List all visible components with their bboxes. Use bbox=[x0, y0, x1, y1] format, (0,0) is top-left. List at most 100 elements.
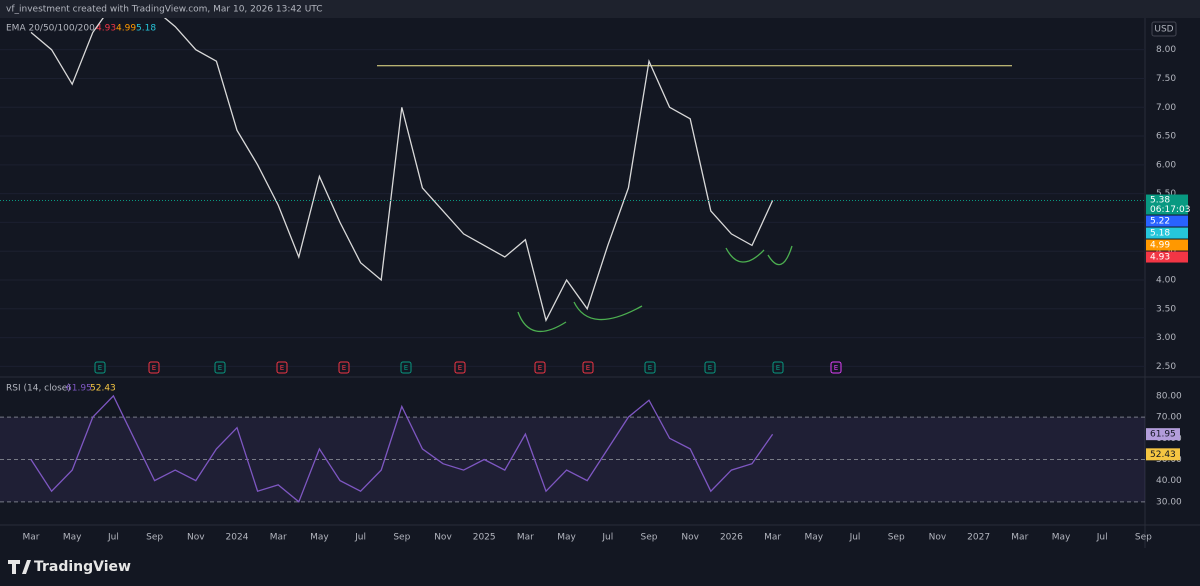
earnings-label: E bbox=[834, 364, 838, 372]
earnings-marker bbox=[830, 361, 842, 374]
pattern-arc bbox=[767, 245, 793, 266]
pattern-arc bbox=[725, 247, 765, 263]
price-tick-label: 4.00 bbox=[1156, 275, 1176, 285]
earnings-marker bbox=[400, 361, 412, 374]
footer-bar bbox=[0, 548, 1200, 586]
time-tick-label: Nov bbox=[929, 533, 947, 543]
price-series bbox=[30, 18, 774, 323]
price-tick-label: 7.00 bbox=[1156, 103, 1176, 113]
time-tick-label: May bbox=[557, 533, 576, 543]
price-tag bbox=[1146, 215, 1188, 227]
rsi-tag bbox=[1146, 428, 1180, 441]
earnings-label: E bbox=[404, 364, 408, 372]
price-line bbox=[30, 18, 774, 323]
earnings-label: E bbox=[648, 364, 652, 372]
earnings-marker bbox=[338, 361, 350, 374]
rsi-line bbox=[30, 394, 774, 503]
logo bbox=[8, 560, 31, 574]
time-tick-label: Nov bbox=[187, 533, 205, 543]
earnings-marker bbox=[704, 361, 716, 374]
rsi-tag-label: 52.43 bbox=[1150, 450, 1176, 460]
earnings-marker bbox=[772, 361, 784, 374]
rsi-legend-value: 52.43 bbox=[90, 384, 116, 394]
ema-legend-name: EMA 20/50/100/200 bbox=[6, 24, 95, 34]
earnings-label: E bbox=[586, 364, 590, 372]
price-tag-label: 5.18 bbox=[1150, 229, 1170, 239]
earnings-marker bbox=[148, 361, 160, 374]
ema-legend-value: 4.99 bbox=[116, 24, 136, 34]
time-tick-label: 2026 bbox=[720, 533, 743, 543]
rsi-tick-label: 80.00 bbox=[1156, 391, 1182, 401]
time-tick-label: Jul bbox=[849, 533, 861, 543]
earnings-label: E bbox=[458, 364, 462, 372]
time-tick-label: Mar bbox=[23, 533, 40, 543]
time-tick-label: Sep bbox=[1135, 533, 1152, 543]
time-tick-label: Nov bbox=[681, 533, 699, 543]
rsi-tick-label: 40.00 bbox=[1156, 476, 1182, 486]
price-tag-label: 5.22 bbox=[1150, 217, 1170, 227]
earnings-label: E bbox=[152, 364, 156, 372]
price-tick-label: 3.50 bbox=[1156, 304, 1176, 314]
earnings-label: E bbox=[280, 364, 284, 372]
price-tag bbox=[1146, 239, 1188, 251]
price-tick-label: 6.50 bbox=[1156, 132, 1176, 142]
price-tick-label: 3.00 bbox=[1156, 333, 1176, 343]
price-tag-label: 5.38 bbox=[1150, 196, 1170, 206]
brand: TradingView bbox=[34, 559, 131, 575]
pattern-arc bbox=[573, 301, 643, 321]
earnings-marker bbox=[644, 361, 656, 374]
ema-legend-value: 4.93 bbox=[96, 24, 116, 34]
time-tick-label: Nov bbox=[434, 533, 452, 543]
earnings-marker bbox=[276, 361, 288, 374]
earnings-marker bbox=[534, 361, 546, 374]
rsi-tick-label: 70.00 bbox=[1156, 413, 1182, 423]
price-tick-label: 7.50 bbox=[1156, 74, 1176, 84]
earnings-label: E bbox=[342, 364, 346, 372]
earnings-label: E bbox=[98, 364, 102, 372]
header-bar bbox=[0, 0, 1200, 18]
time-tick-label: Mar bbox=[764, 533, 781, 543]
rsi-tag bbox=[1146, 448, 1180, 461]
rsi-tick-label: 30.00 bbox=[1156, 497, 1182, 507]
time-tick-label: May bbox=[63, 533, 82, 543]
time-tick-label: Jul bbox=[1096, 533, 1108, 543]
time-tick-label: May bbox=[1052, 533, 1071, 543]
header-text: vf_investment created with TradingView.c… bbox=[6, 5, 323, 15]
time-tick-label: Jul bbox=[354, 533, 366, 543]
price-tag-label: 4.99 bbox=[1150, 241, 1170, 251]
time-tick-label: Jul bbox=[601, 533, 613, 543]
earnings-marker bbox=[94, 361, 106, 374]
ema-legend-value: 5.18 bbox=[136, 24, 156, 34]
price-tag bbox=[1146, 251, 1188, 263]
earnings-label: E bbox=[538, 364, 542, 372]
price-tick-label: 6.00 bbox=[1156, 160, 1176, 170]
time-tick-label: Sep bbox=[393, 533, 410, 543]
price-tick-label: 2.50 bbox=[1156, 362, 1176, 372]
time-tick-label: Sep bbox=[146, 533, 163, 543]
rsi-tag-label: 61.95 bbox=[1150, 430, 1176, 440]
rsi-legend-name: RSI (14, close) bbox=[6, 384, 71, 394]
price-tag-label: 4.93 bbox=[1150, 253, 1170, 263]
time-tick-label: May bbox=[310, 533, 329, 543]
earnings-label: E bbox=[708, 364, 712, 372]
price-tag-time: 06:17:03 bbox=[1150, 205, 1190, 215]
price-tick-label: 8.00 bbox=[1156, 45, 1176, 55]
time-tick-label: Sep bbox=[641, 533, 658, 543]
currency: USD bbox=[1154, 25, 1173, 35]
time-tick-label: 2027 bbox=[967, 533, 990, 543]
earnings-label: E bbox=[218, 364, 222, 372]
pattern-arc bbox=[517, 311, 567, 333]
earnings-marker bbox=[454, 361, 466, 374]
time-tick-label: Jul bbox=[107, 533, 119, 543]
time-tick-label: Mar bbox=[1011, 533, 1028, 543]
time-tick-label: Mar bbox=[270, 533, 287, 543]
time-tick-label: Sep bbox=[888, 533, 905, 543]
currency-box bbox=[1151, 21, 1177, 37]
earnings-marker bbox=[214, 361, 226, 374]
earnings-label: E bbox=[776, 364, 780, 372]
time-tick-label: 2024 bbox=[226, 533, 249, 543]
price-tick-label: 5.50 bbox=[1156, 189, 1176, 199]
